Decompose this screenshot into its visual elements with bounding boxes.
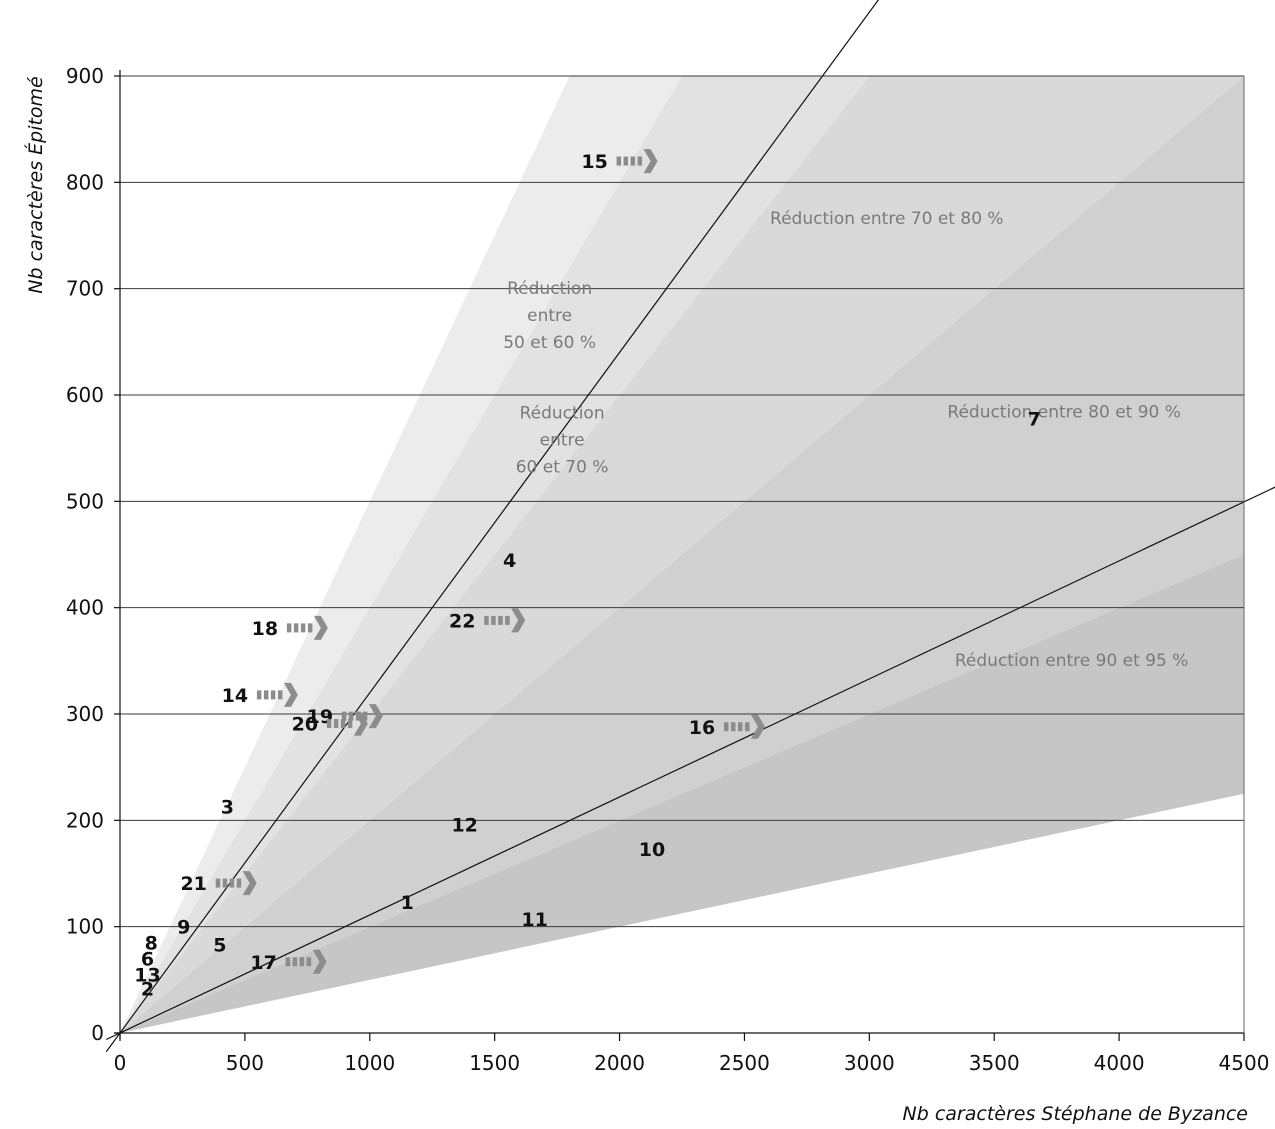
y-tick-labels: 0 100 200 300 400 500 600 700 800 900 xyxy=(66,64,120,1045)
arrow-right-icon xyxy=(285,949,327,974)
data-point-3: 3 xyxy=(221,797,234,819)
data-point-9: 9 xyxy=(177,917,190,939)
x-tick-label: 4000 xyxy=(1094,1051,1145,1075)
arrow-right-icon xyxy=(215,871,257,896)
zone-label: entre xyxy=(527,306,572,326)
point-label: 16 xyxy=(689,717,715,739)
data-point-5: 5 xyxy=(213,935,226,957)
data-point-17: 17 xyxy=(250,949,327,974)
arrow-right-icon xyxy=(326,711,368,736)
reference-line xyxy=(105,0,880,1053)
data-point-11: 11 xyxy=(521,909,547,931)
x-tick-label: 1500 xyxy=(469,1051,520,1075)
point-label: 8 xyxy=(145,933,158,955)
zone-label: Réduction xyxy=(520,403,605,423)
arrow-right-icon xyxy=(616,149,658,174)
y-tick-label: 200 xyxy=(66,808,104,832)
y-tick-label: 600 xyxy=(66,383,104,407)
data-point-20: 20 xyxy=(292,711,368,736)
y-tick-label: 900 xyxy=(66,64,104,88)
zone-4 xyxy=(120,76,1244,1033)
data-point-1: 1 xyxy=(401,892,414,914)
point-label: 3 xyxy=(221,797,234,819)
point-label: 20 xyxy=(292,714,318,736)
x-tick-label: 0 xyxy=(114,1051,127,1075)
y-tick-label: 300 xyxy=(66,702,104,726)
y-axis-label: Nb caractères Épitomé xyxy=(24,76,47,294)
point-label: 1 xyxy=(401,892,414,914)
point-label: 22 xyxy=(449,610,475,632)
arrow-right-icon xyxy=(723,714,765,739)
arrow-right-icon xyxy=(484,608,526,633)
data-point-18: 18 xyxy=(252,615,328,640)
x-tick-label: 2000 xyxy=(594,1051,645,1075)
point-label: 11 xyxy=(521,909,547,931)
zone-1 xyxy=(120,76,683,1033)
data-point-21: 21 xyxy=(180,871,257,896)
x-axis-label: Nb caractères Stéphane de Byzance xyxy=(903,1103,1248,1125)
point-label: 15 xyxy=(581,151,607,173)
point-label: 10 xyxy=(639,839,665,861)
reference-line xyxy=(106,486,1275,1041)
point-label: 4 xyxy=(503,550,516,572)
data-point-4: 4 xyxy=(503,550,516,572)
point-label: 2 xyxy=(141,978,154,1000)
data-point-12: 12 xyxy=(451,815,477,837)
gridlines xyxy=(120,75,1244,928)
data-point-14: 14 xyxy=(222,682,298,707)
x-tick-label: 4500 xyxy=(1219,1051,1270,1075)
zone-label: entre xyxy=(540,430,585,450)
reference-lines xyxy=(105,0,1275,1053)
zone-label: Réduction entre 80 et 90 % xyxy=(947,402,1181,422)
y-tick-label: 800 xyxy=(66,170,104,194)
zone-label: Réduction xyxy=(507,279,592,299)
point-label: 21 xyxy=(180,873,206,895)
x-tick-label: 3500 xyxy=(969,1051,1020,1075)
axes xyxy=(114,70,1245,1039)
x-tick-label: 500 xyxy=(226,1051,264,1075)
zone-label: 50 et 60 % xyxy=(503,333,596,353)
data-point-16: 16 xyxy=(689,714,765,739)
y-tick-label: 400 xyxy=(66,596,104,620)
y-tick-label: 700 xyxy=(66,277,104,301)
point-label: 6 xyxy=(141,949,154,971)
data-point-7: 7 xyxy=(1028,408,1041,430)
zone-5 xyxy=(120,554,1244,1033)
data-point-6: 6 xyxy=(141,949,154,971)
y-tick-label: 0 xyxy=(91,1021,104,1045)
arrow-right-icon xyxy=(286,615,328,640)
point-label: 9 xyxy=(177,917,190,939)
reduction-zones xyxy=(120,76,1244,1033)
data-point-8: 8 xyxy=(145,933,158,955)
data-point-2: 2 xyxy=(141,978,154,1000)
point-label: 12 xyxy=(451,815,477,837)
x-tick-label: 3000 xyxy=(844,1051,895,1075)
point-label: 5 xyxy=(213,935,226,957)
data-point-15: 15 xyxy=(581,149,658,174)
zone-label: Réduction entre 90 et 95 % xyxy=(955,651,1189,671)
data-point-10: 10 xyxy=(639,839,665,861)
data-point-22: 22 xyxy=(449,608,526,633)
arrow-right-icon xyxy=(256,682,298,707)
x-tick-labels: 0 500 1000 1500 2000 2500 3000 3500 4000 4500 xyxy=(114,1033,1270,1075)
point-label: 14 xyxy=(222,685,248,707)
zone-labels: Réduction entre 50 et 60 % Réduction entre 60… xyxy=(503,209,1188,671)
zone-label: Réduction entre 70 et 80 % xyxy=(770,209,1004,229)
data-point-13: 13 xyxy=(134,965,160,987)
point-label: 18 xyxy=(252,618,278,640)
zone-label: 60 et 70 % xyxy=(516,457,609,477)
point-label: 13 xyxy=(134,965,160,987)
point-label: 19 xyxy=(307,706,333,728)
y-tick-label: 500 xyxy=(66,489,104,513)
x-tick-label: 1000 xyxy=(344,1051,395,1075)
zone-3 xyxy=(120,76,1244,1033)
point-label: 7 xyxy=(1028,408,1041,430)
x-tick-label: 2500 xyxy=(719,1051,770,1075)
y-tick-label: 100 xyxy=(66,915,104,939)
point-label: 17 xyxy=(250,952,276,974)
